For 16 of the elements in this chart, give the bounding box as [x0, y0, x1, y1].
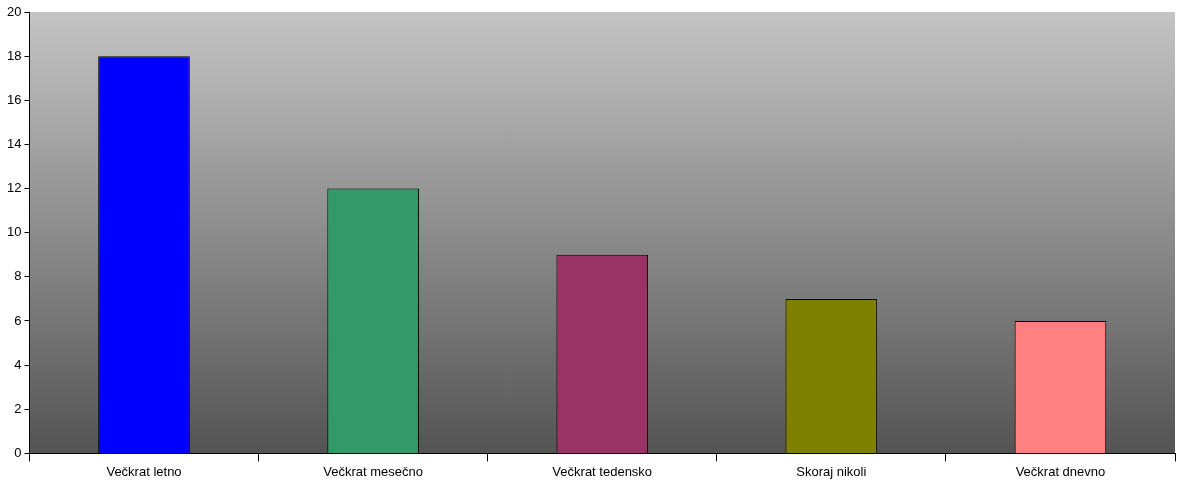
x-tick-label: Večkrat dnevno — [1015, 463, 1106, 479]
y-tick-label: 12 — [6, 180, 22, 196]
y-tick-label: 6 — [14, 312, 22, 328]
x-tick-label: Večkrat mesečno — [323, 463, 423, 479]
y-tick-label: 16 — [6, 91, 22, 107]
x-tick-label: Skoraj nikoli — [796, 463, 867, 479]
y-tick-label: 10 — [6, 224, 22, 240]
y-tick-label: 20 — [6, 3, 22, 19]
y-tick-label: 4 — [14, 356, 22, 372]
y-tick-label: 14 — [6, 136, 22, 151]
y-tick-label: 18 — [6, 47, 22, 63]
y-tick-label: 2 — [14, 400, 22, 416]
y-tick-label: 0 — [14, 444, 22, 460]
y-tick-label: 8 — [14, 268, 22, 284]
x-tick-label: Večkrat letno — [106, 463, 182, 479]
x-tick-label: Večkrat tedensko — [552, 463, 653, 479]
